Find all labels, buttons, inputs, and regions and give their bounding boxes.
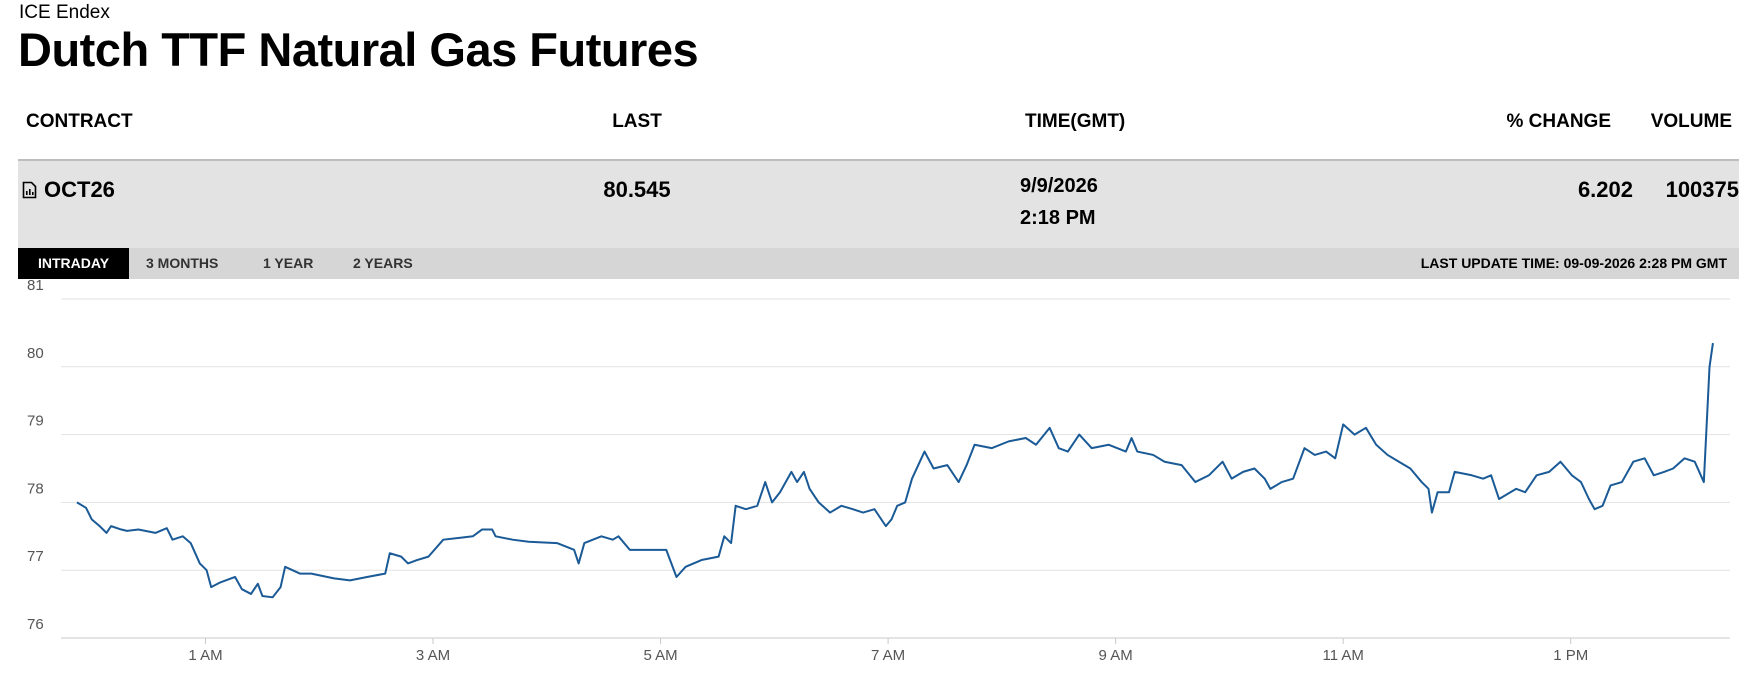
tab[interactable]: 1 YEAR [263,255,314,271]
x-tick-label: 9 AM [1099,647,1133,664]
contract-row[interactable]: OCT26 80.545 9/9/2026 2:18 PM 6.202 1003… [18,159,1739,250]
x-tick-label: 11 AM [1322,647,1363,664]
last-update: LAST UPDATE TIME: 09-09-2026 2:28 PM GMT [1420,255,1727,271]
contract: OCT26 [44,177,115,202]
y-tick-label: 79 [27,413,44,430]
x-tick-label: 7 AM [871,647,905,664]
source: ICE Endex [19,2,110,23]
date: 9/9/2026 [1020,175,1098,197]
volume: 100375 [1665,177,1739,202]
x-tick-label: 1 PM [1553,647,1588,664]
tab[interactable]: INTRADAY [18,248,130,279]
y-tick-label: 76 [27,616,44,633]
tab[interactable]: 3 MONTHS [146,255,219,271]
y-tick-label: 77 [27,548,44,565]
x-tick-label: 5 AM [643,647,677,664]
column-header: TIME(GMT) [1025,111,1126,132]
column-header: % CHANGE [1506,111,1611,132]
tab[interactable]: 2 YEARS [353,255,413,271]
x-tick-label: 3 AM [416,647,450,664]
time: 2:18 PM [1020,207,1096,229]
price-line [76,342,1714,599]
page-title: Dutch TTF Natural Gas Futures [18,23,699,76]
column-header: VOLUME [1650,111,1732,132]
y-tick-label: 81 [27,279,44,294]
percent-change: 6.202 [1577,177,1633,202]
y-tick-label: 80 [27,345,44,362]
column-header: CONTRACT [26,111,133,132]
chart: 76 77 78 79 80 81 1 AM 3 AM 5 AM 7 AM 9 AM 11 AM 1 P… [27,279,1730,664]
document-icon [22,181,37,199]
last: 80.545 [603,177,671,202]
x-tick-label: 1 AM [188,647,222,664]
tab-bar: INTRADAY 3 MONTHS 1 YEAR 2 YEARS LAST UP… [18,248,1739,279]
column-header: LAST [612,111,662,132]
y-tick-label: 78 [27,480,44,497]
